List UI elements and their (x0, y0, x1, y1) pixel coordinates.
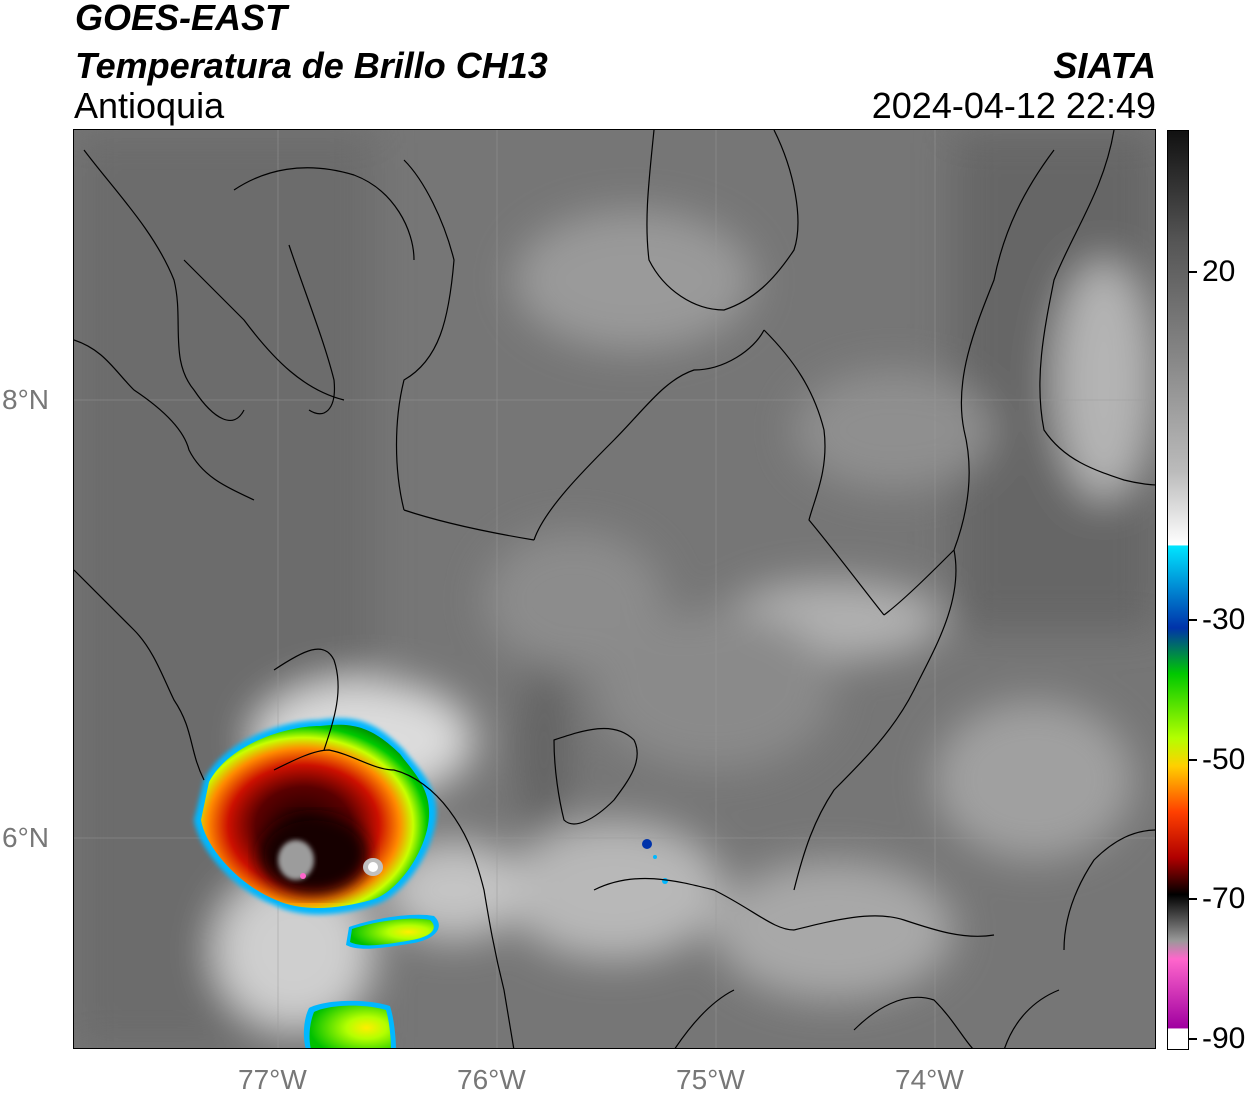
storm-cell-south (346, 914, 439, 949)
lon-tick-label: 76°W (457, 1064, 526, 1095)
lon-tick-label: 75°W (676, 1064, 745, 1095)
colorbar-tick (1189, 271, 1197, 273)
colorbar-label: -50 (1202, 743, 1246, 776)
colorbar-tick (1189, 759, 1197, 761)
colorbar-label: -90 (1202, 1022, 1246, 1055)
colorbar-label: -70 (1202, 882, 1246, 915)
map-canvas (74, 130, 1155, 1048)
colorbar-tick (1189, 1038, 1197, 1040)
colorbar-gradient (1168, 131, 1188, 1049)
colorbar-tick (1189, 898, 1197, 900)
product-title: Temperatura de Brillo CH13 (75, 45, 548, 86)
lon-tick-label: 74°W (895, 1064, 964, 1095)
colorbar-label: -30 (1202, 603, 1246, 636)
datetime-label: 2024-04-12 22:49 (871, 85, 1156, 126)
colorbar-label: 20 (1202, 255, 1236, 288)
storm-cell-bottom (303, 1000, 396, 1048)
colorbar-tick (1189, 619, 1197, 621)
lat-tick-label: 8°N (2, 384, 49, 415)
region-label: Antioquia (74, 85, 225, 126)
lat-tick-label: 6°N (2, 822, 49, 853)
brand-label: SIATA (1053, 45, 1156, 86)
borders (74, 130, 1155, 1048)
satellite-map[interactable] (73, 129, 1156, 1049)
satellite-title: GOES-EAST (75, 0, 288, 38)
colorbar (1167, 130, 1189, 1050)
storm-main (194, 718, 437, 915)
lon-tick-label: 77°W (238, 1064, 307, 1095)
